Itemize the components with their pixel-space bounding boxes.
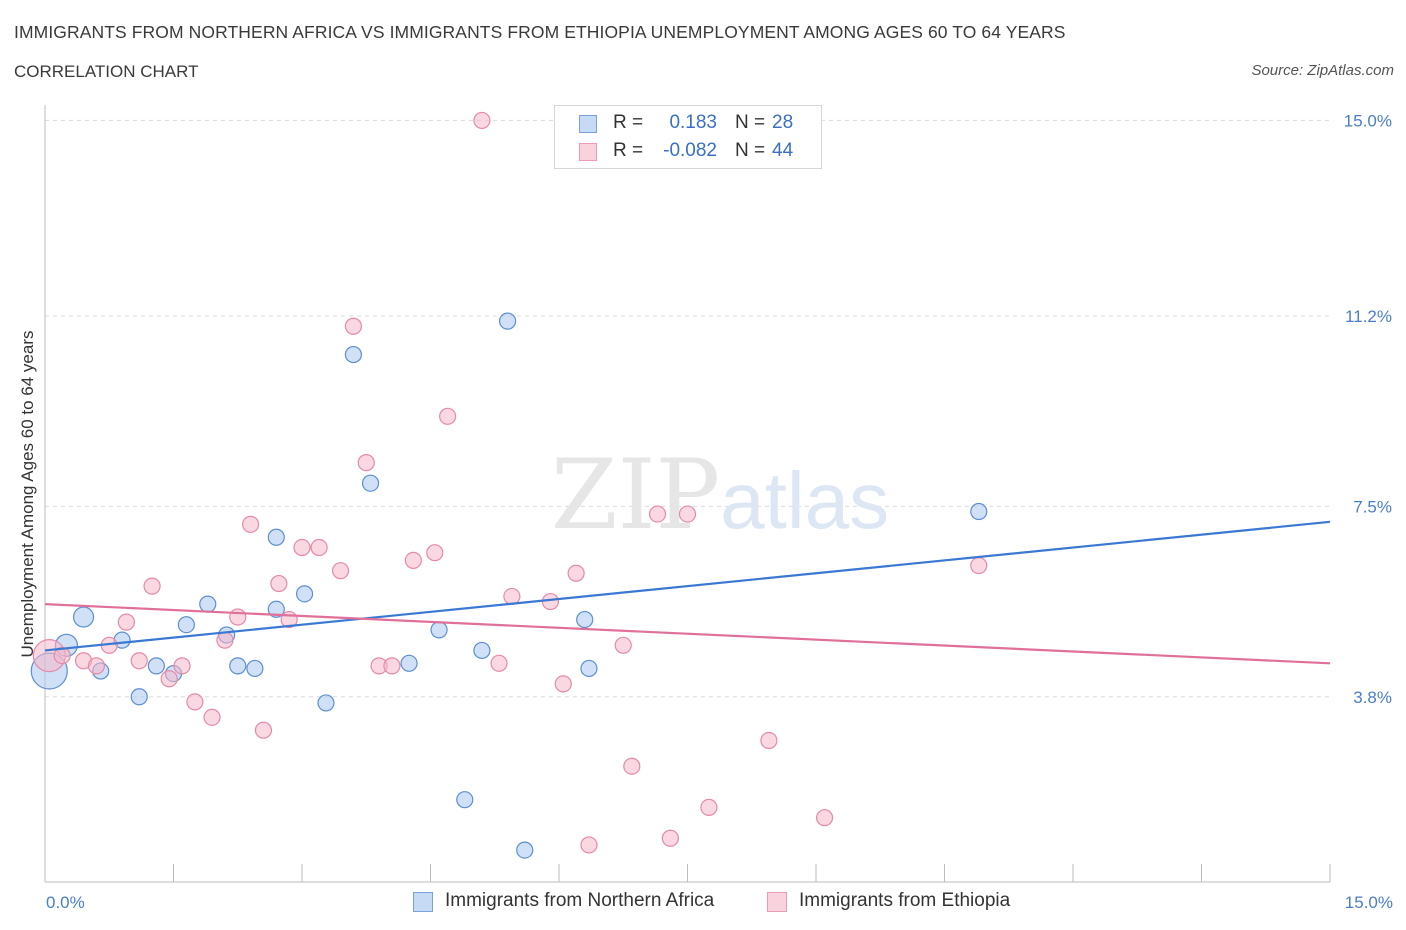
data-point: [186, 693, 204, 711]
data-point: [147, 657, 165, 675]
data-point: [293, 538, 311, 557]
data-point: [648, 505, 667, 523]
legend-n-value: 28: [772, 112, 794, 133]
data-point: [160, 670, 178, 688]
stats-legend: R = 0.183 N = 28 R = -0.082 N = 44: [554, 105, 822, 169]
trendlines: [44, 520, 1331, 665]
y-tick-label: 11.2%: [1345, 307, 1392, 326]
trendline: [44, 520, 1331, 652]
data-point: [117, 613, 135, 631]
data-point: [473, 641, 491, 660]
bottom-legend-swatch-northern-africa: [413, 892, 433, 912]
data-point: [567, 564, 585, 582]
data-point: [404, 551, 422, 569]
trendline: [44, 603, 1331, 665]
data-point: [400, 654, 418, 672]
data-point: [130, 688, 148, 706]
data-point: [242, 515, 260, 533]
data-point: [270, 574, 288, 593]
chart-subtitle: CORRELATION CHART: [14, 62, 199, 81]
legend-n-label: N =: [735, 140, 766, 161]
bottom-legend-swatch-ethiopia: [767, 892, 787, 912]
legend-r-value: -0.082: [663, 140, 717, 161]
legend-r-label: R =: [613, 112, 644, 133]
watermark-atlas: atlas: [720, 456, 889, 545]
data-point: [970, 502, 988, 521]
source-label: Source: ZipAtlas.com: [1251, 62, 1394, 79]
y-tick-label: 7.5%: [1353, 497, 1392, 516]
data-point: [143, 577, 161, 595]
data-point: [490, 654, 508, 672]
x-tick-label: 15.0%: [1345, 893, 1393, 912]
data-point: [229, 657, 247, 675]
y-tick-label: 3.8%: [1353, 688, 1392, 707]
data-point: [317, 694, 335, 712]
bottom-legend-label-ethiopia: Immigrants from Ethiopia: [799, 890, 1011, 911]
data-point: [661, 829, 679, 847]
data-point: [760, 731, 778, 750]
data-point: [499, 312, 517, 330]
data-point: [700, 798, 718, 816]
data-point: [815, 809, 834, 827]
data-point: [361, 474, 380, 492]
data-point: [246, 659, 264, 678]
data-point: [344, 317, 362, 335]
data-point: [430, 621, 448, 639]
data-point: [614, 636, 632, 654]
data-point: [267, 528, 285, 546]
data-point: [331, 562, 350, 580]
data-point: [254, 721, 273, 739]
data-point: [383, 657, 401, 675]
data-point: [344, 345, 362, 364]
data-point: [541, 592, 560, 611]
data-point: [177, 616, 195, 634]
data-point: [580, 836, 598, 854]
data-point: [580, 659, 598, 678]
legend-swatch-ethiopia: [579, 143, 597, 161]
data-point: [199, 595, 217, 613]
data-point: [310, 538, 328, 557]
data-point: [576, 610, 594, 629]
data-point: [678, 505, 697, 523]
legend-swatch-northern-africa: [579, 115, 597, 133]
legend-r-value: 0.183: [669, 112, 717, 133]
data-point: [216, 631, 234, 649]
legend-n-value: 44: [772, 140, 794, 161]
data-point: [53, 646, 71, 665]
chart-title: IMMIGRANTS FROM NORTHERN AFRICA VS IMMIG…: [14, 22, 1066, 42]
data-point: [357, 454, 375, 472]
data-point: [87, 657, 106, 675]
bottom-legend-label-northern-africa: Immigrants from Northern Africa: [445, 890, 715, 911]
data-point: [623, 757, 641, 775]
y-axis-label: Unemployment Among Ages 60 to 64 years: [18, 331, 37, 658]
data-point: [267, 600, 285, 618]
watermark: ZIPatlas: [551, 439, 889, 551]
legend-n-label: N =: [735, 112, 766, 133]
legend-r-label: R =: [613, 140, 644, 161]
data-point: [970, 556, 988, 575]
data-point: [229, 608, 247, 626]
axes: [44, 105, 1331, 883]
y-tick-label: 15.0%: [1344, 111, 1392, 130]
data-point: [426, 544, 444, 562]
series-ethiopia-points: [32, 111, 988, 854]
series-northern-africa-points: [30, 312, 988, 859]
data-point: [130, 652, 148, 670]
data-point: [439, 407, 457, 425]
data-point: [72, 606, 95, 628]
data-point: [503, 587, 521, 606]
data-point: [456, 791, 474, 809]
data-point: [173, 657, 191, 675]
data-point: [516, 841, 534, 859]
tick-labels: 3.8% 7.5% 11.2% 15.0% 0.0% 15.0%: [46, 111, 1393, 912]
watermark-zip: ZIP: [551, 439, 720, 551]
x-tick-label: 0.0%: [46, 893, 85, 912]
data-point: [295, 585, 314, 603]
data-point: [473, 111, 491, 130]
data-point: [203, 708, 221, 726]
data-point: [554, 675, 572, 693]
